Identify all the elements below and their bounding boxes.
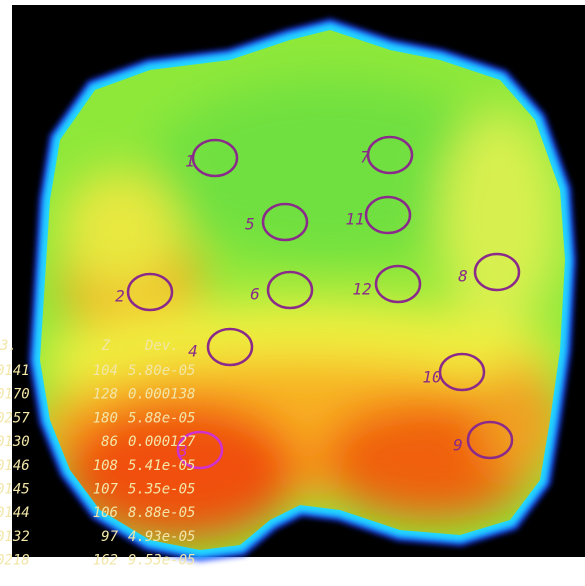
heatmap-screenshot: 175112612841093 3.ZDev.01411045.80e-0501… bbox=[0, 0, 585, 581]
table-cell: 104 bbox=[93, 363, 118, 379]
table-cell: 5.88e-05 bbox=[128, 410, 195, 426]
roi-label: 5 bbox=[245, 215, 255, 234]
table-cell: 107 bbox=[93, 482, 119, 498]
table-cell: 5.35e-05 bbox=[128, 482, 195, 498]
table-cell: 180 bbox=[93, 410, 118, 426]
roi-label: 7 bbox=[360, 148, 370, 167]
table-cell: 0144 bbox=[0, 505, 30, 521]
table-cell: 9.53e-05 bbox=[128, 553, 195, 569]
table-cell: 97 bbox=[101, 529, 118, 545]
table-cell: 162 bbox=[93, 553, 118, 569]
table-header: 3. bbox=[0, 338, 17, 354]
table-cell: 106 bbox=[93, 505, 118, 521]
table-cell: 5.80e-05 bbox=[128, 363, 195, 379]
roi-label: 9 bbox=[453, 436, 463, 455]
table-cell: 4.93e-05 bbox=[128, 529, 195, 545]
roi-label: 10 bbox=[422, 368, 441, 387]
table-cell: 0.000127 bbox=[128, 434, 196, 450]
table-cell: 0146 bbox=[0, 458, 30, 474]
table-header: Z bbox=[101, 338, 111, 354]
table-cell: 0130 bbox=[0, 434, 30, 450]
table-cell: 86 bbox=[101, 434, 118, 450]
table-cell: 5.41e-05 bbox=[128, 458, 195, 474]
roi-label: 11 bbox=[345, 210, 364, 229]
table-cell: 128 bbox=[93, 387, 118, 403]
table-cell: 0.000138 bbox=[128, 387, 195, 403]
roi-label: 8 bbox=[458, 267, 468, 286]
roi-label: 4 bbox=[188, 342, 198, 361]
table-cell: 108 bbox=[93, 458, 118, 474]
table-cell: 0141 bbox=[0, 363, 30, 379]
roi-label: 12 bbox=[352, 280, 371, 299]
roi-label: 2 bbox=[115, 287, 125, 306]
table-cell: 8.88e-05 bbox=[128, 505, 195, 521]
table-header: Dev. bbox=[144, 338, 179, 354]
roi-label: 6 bbox=[250, 285, 260, 304]
table-cell: 0170 bbox=[0, 387, 30, 403]
table-cell: 0218 bbox=[0, 553, 30, 569]
table-cell: 0257 bbox=[0, 410, 30, 426]
table-cell: 0132 bbox=[0, 529, 30, 545]
table-cell: 0145 bbox=[0, 482, 30, 498]
roi-label: 1 bbox=[185, 152, 195, 171]
